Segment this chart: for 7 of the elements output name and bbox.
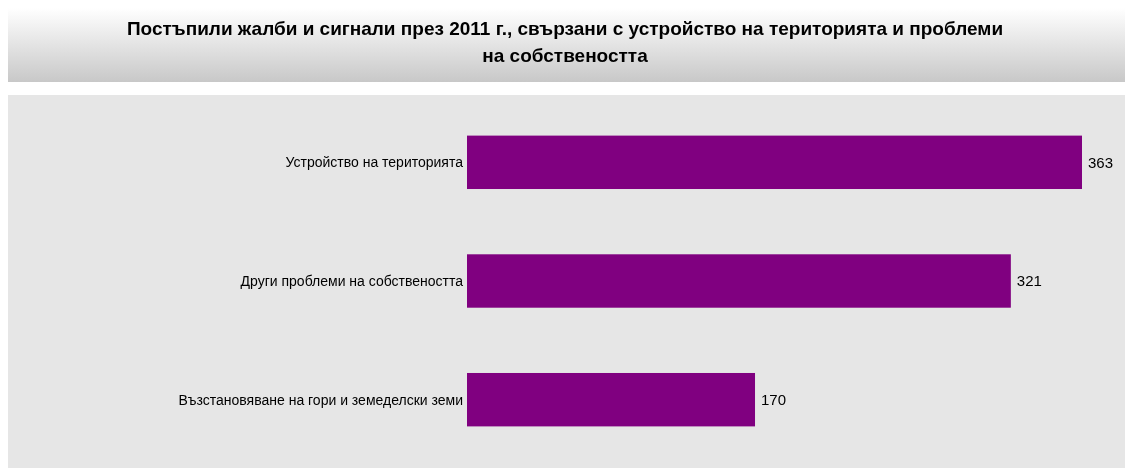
y-tick-label: Възстановяване на гори и земеделски земи <box>178 391 463 408</box>
data-label: 363 <box>1088 153 1114 171</box>
chart-title: Постъпили жалби и сигнали през 2011 г., свързани с устройство на територията и проблеми на собствеността <box>126 18 1004 66</box>
y-tick-label: Устройство на територията <box>285 154 464 171</box>
y-tick-label: Други проблеми на собствеността <box>240 272 464 289</box>
data-label: 321 <box>1016 272 1042 290</box>
data-label: 170 <box>761 390 787 408</box>
